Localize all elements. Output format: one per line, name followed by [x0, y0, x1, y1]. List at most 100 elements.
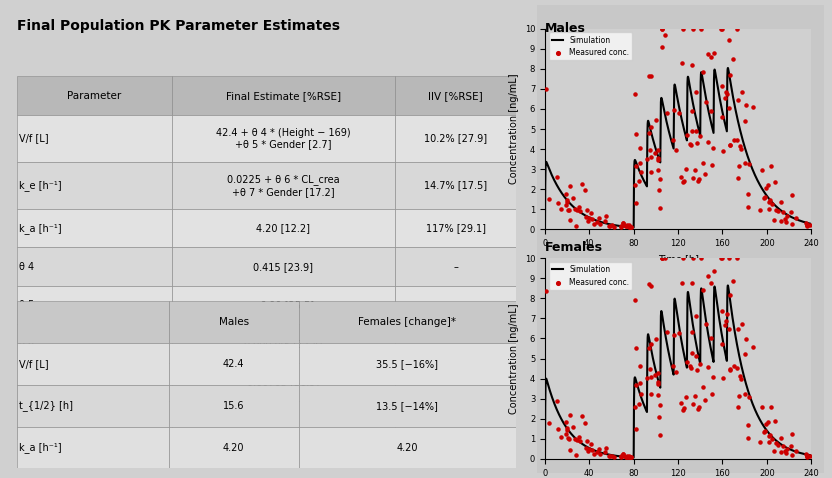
Measured conc.: [582, 447, 595, 455]
Measured conc.: [666, 362, 680, 369]
Measured conc.: [774, 448, 787, 456]
Measured conc.: [733, 372, 746, 380]
Measured conc.: [722, 36, 735, 44]
Measured conc.: [686, 174, 700, 182]
Measured conc.: [573, 437, 587, 445]
Measured conc.: [559, 418, 572, 425]
Measured conc.: [677, 177, 691, 185]
Measured conc.: [599, 217, 612, 225]
Measured conc.: [651, 166, 665, 174]
Measured conc.: [550, 397, 563, 404]
Text: V/f [L]: V/f [L]: [19, 359, 49, 369]
Measured conc.: [585, 446, 598, 454]
Measured conc.: [757, 194, 770, 202]
Text: –: –: [453, 300, 458, 310]
Measured conc.: [716, 374, 730, 382]
Measured conc.: [720, 88, 733, 96]
Measured conc.: [696, 68, 710, 76]
Measured conc.: [593, 451, 607, 458]
Measured conc.: [759, 420, 772, 428]
Measured conc.: [578, 419, 592, 426]
Measured conc.: [769, 440, 782, 447]
Simulation: [654, 155, 664, 161]
Bar: [169, 427, 299, 468]
Measured conc.: [624, 223, 637, 231]
Measured conc.: [771, 441, 785, 448]
Measured conc.: [720, 317, 733, 325]
Measured conc.: [738, 391, 751, 398]
Measured conc.: [741, 421, 755, 429]
Text: 35.5 [−16%]: 35.5 [−16%]: [376, 359, 438, 369]
Measured conc.: [605, 221, 618, 229]
Measured conc.: [721, 90, 734, 98]
Measured conc.: [560, 198, 573, 206]
Text: 13.5 [−14%]: 13.5 [−14%]: [376, 401, 438, 411]
Text: –: –: [453, 261, 458, 272]
Bar: [169, 301, 299, 343]
Measured conc.: [670, 368, 683, 376]
Measured conc.: [635, 169, 648, 176]
Measured conc.: [707, 49, 721, 57]
Measured conc.: [686, 107, 699, 115]
Measured conc.: [569, 222, 582, 230]
Measured conc.: [620, 222, 633, 229]
Bar: [17, 427, 169, 468]
Measured conc.: [691, 366, 704, 374]
Measured conc.: [758, 193, 771, 201]
Measured conc.: [578, 186, 592, 194]
Measured conc.: [716, 307, 729, 315]
Bar: [171, 162, 395, 209]
Measured conc.: [689, 166, 702, 174]
Measured conc.: [731, 97, 745, 104]
Text: 0.000245 [17.4]: 0.000245 [17.4]: [245, 338, 323, 348]
Measured conc.: [630, 163, 643, 170]
Measured conc.: [632, 177, 646, 185]
Measured conc.: [619, 222, 632, 230]
Measured conc.: [561, 206, 574, 213]
Bar: [17, 343, 169, 385]
Measured conc.: [715, 254, 728, 262]
Measured conc.: [684, 364, 697, 371]
Measured conc.: [686, 254, 699, 262]
Measured conc.: [775, 434, 788, 442]
Measured conc.: [633, 144, 646, 152]
Measured conc.: [722, 325, 735, 333]
Text: 42.4: 42.4: [223, 359, 245, 369]
Measured conc.: [684, 141, 697, 148]
Measured conc.: [584, 209, 597, 217]
Y-axis label: Concentration [ng/mL]: Concentration [ng/mL]: [509, 74, 519, 185]
Measured conc.: [726, 277, 740, 284]
Measured conc.: [592, 214, 606, 222]
Measured conc.: [724, 71, 737, 79]
Text: k_e [h⁻¹]: k_e [h⁻¹]: [19, 180, 62, 191]
Measured conc.: [635, 391, 648, 398]
Measured conc.: [742, 160, 755, 168]
Bar: [17, 301, 169, 343]
Measured conc.: [641, 129, 655, 136]
Bar: [17, 402, 171, 440]
Simulation: [801, 452, 811, 457]
Text: 4.20 [12.2]: 4.20 [12.2]: [256, 223, 310, 233]
Measured conc.: [674, 400, 687, 407]
Y-axis label: Concentration [ng/mL]: Concentration [ng/mL]: [509, 303, 519, 414]
Measured conc.: [623, 454, 636, 461]
Bar: [17, 115, 171, 162]
Measured conc.: [730, 403, 744, 411]
Measured conc.: [676, 254, 690, 262]
Measured conc.: [705, 279, 718, 287]
Measured conc.: [730, 25, 743, 33]
Text: Males: Males: [219, 317, 249, 327]
Measured conc.: [573, 207, 587, 215]
Measured conc.: [607, 453, 620, 461]
Measured conc.: [689, 392, 702, 400]
Bar: [17, 363, 171, 402]
Measured conc.: [615, 223, 628, 231]
Measured conc.: [617, 219, 630, 227]
Simulation: [723, 65, 733, 71]
Measured conc.: [696, 159, 710, 167]
Measured conc.: [735, 375, 748, 383]
Measured conc.: [644, 340, 657, 348]
Measured conc.: [769, 178, 782, 186]
Text: 0.0225 + θ 6 * CL_crea
+θ 7 * Gender [17.2]: 0.0225 + θ 6 * CL_crea +θ 7 * Gender [17…: [227, 174, 339, 197]
Measured conc.: [762, 198, 775, 206]
